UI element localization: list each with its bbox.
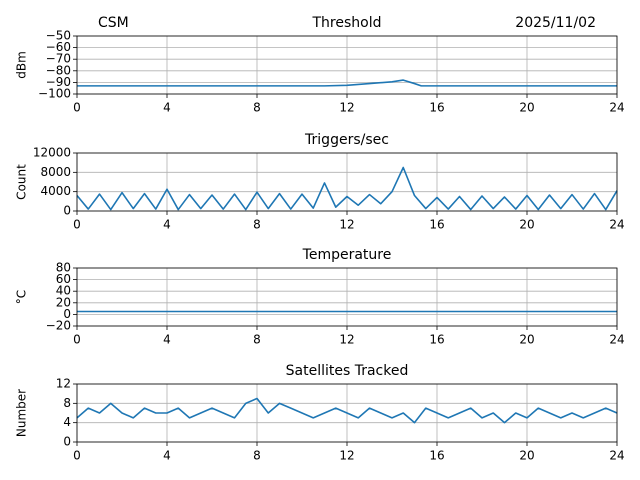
- y-tick-label: −100: [38, 87, 71, 101]
- y-tick-label: 4: [63, 415, 71, 429]
- x-tick-label: 8: [253, 449, 261, 463]
- y-tick-label: 12000: [33, 146, 71, 160]
- x-tick-label: 0: [73, 333, 81, 347]
- y-tick-label: −90: [46, 75, 71, 89]
- x-tick-label: 12: [339, 218, 354, 232]
- x-tick-label: 16: [429, 449, 444, 463]
- x-tick-label: 16: [429, 101, 444, 115]
- x-tick-label: 20: [519, 333, 534, 347]
- x-tick-label: 4: [163, 101, 171, 115]
- y-axis-label: dBm: [15, 51, 29, 79]
- x-tick-label: 0: [73, 101, 81, 115]
- y-tick-label: −20: [46, 319, 71, 333]
- x-tick-label: 20: [519, 218, 534, 232]
- y-tick-label: 80: [56, 261, 71, 275]
- y-tick-label: 4000: [40, 184, 71, 198]
- x-tick-label: 24: [609, 333, 624, 347]
- x-tick-label: 4: [163, 449, 171, 463]
- chart-title: Triggers/sec: [304, 132, 389, 148]
- chart-title: Threshold: [312, 15, 382, 31]
- x-tick-label: 12: [339, 333, 354, 347]
- data-line: [77, 79, 617, 87]
- plot-frame: [76, 383, 618, 443]
- y-tick-label: −80: [46, 63, 71, 77]
- x-tick-label: 16: [429, 218, 444, 232]
- x-tick-label: 24: [609, 101, 624, 115]
- x-tick-label: 12: [339, 101, 354, 115]
- x-tick-label: 20: [519, 101, 534, 115]
- y-tick-label: −50: [46, 29, 71, 43]
- data-line: [76, 166, 618, 211]
- x-tick-label: 12: [339, 449, 354, 463]
- x-tick-label: 20: [519, 449, 534, 463]
- y-tick-label: −60: [46, 40, 71, 54]
- y-tick-label: 20: [56, 295, 71, 309]
- y-tick-label: 8: [63, 396, 71, 410]
- y-tick-label: 40: [56, 284, 71, 298]
- y-tick-label: 0: [63, 435, 71, 449]
- y-axis-label: Number: [15, 389, 29, 437]
- plot-frame: [76, 35, 618, 95]
- plot-frame: [76, 152, 618, 212]
- x-tick-label: 16: [429, 333, 444, 347]
- x-tick-label: 0: [73, 449, 81, 463]
- chart-title: Temperature: [302, 247, 392, 263]
- y-tick-label: 8000: [40, 165, 71, 179]
- x-tick-label: 24: [609, 449, 624, 463]
- y-tick-label: 0: [63, 204, 71, 218]
- x-tick-label: 24: [609, 218, 624, 232]
- x-tick-label: 0: [73, 218, 81, 232]
- y-axis-label: °C: [15, 290, 29, 304]
- x-tick-label: 8: [253, 218, 261, 232]
- y-tick-label: 60: [56, 272, 71, 286]
- chart-title-left: CSM: [98, 15, 129, 31]
- plot-frame: [76, 267, 618, 327]
- x-tick-label: 8: [253, 101, 261, 115]
- x-tick-label: 4: [163, 218, 171, 232]
- data-line: [76, 397, 618, 424]
- y-tick-label: −70: [46, 52, 71, 66]
- chart-title-right: 2025/11/02: [515, 15, 596, 31]
- y-axis-label: Count: [15, 164, 29, 200]
- x-tick-label: 4: [163, 333, 171, 347]
- y-tick-label: 0: [63, 307, 71, 321]
- chart-title: Satellites Tracked: [286, 363, 409, 379]
- x-tick-label: 8: [253, 333, 261, 347]
- y-tick-label: 12: [56, 377, 71, 391]
